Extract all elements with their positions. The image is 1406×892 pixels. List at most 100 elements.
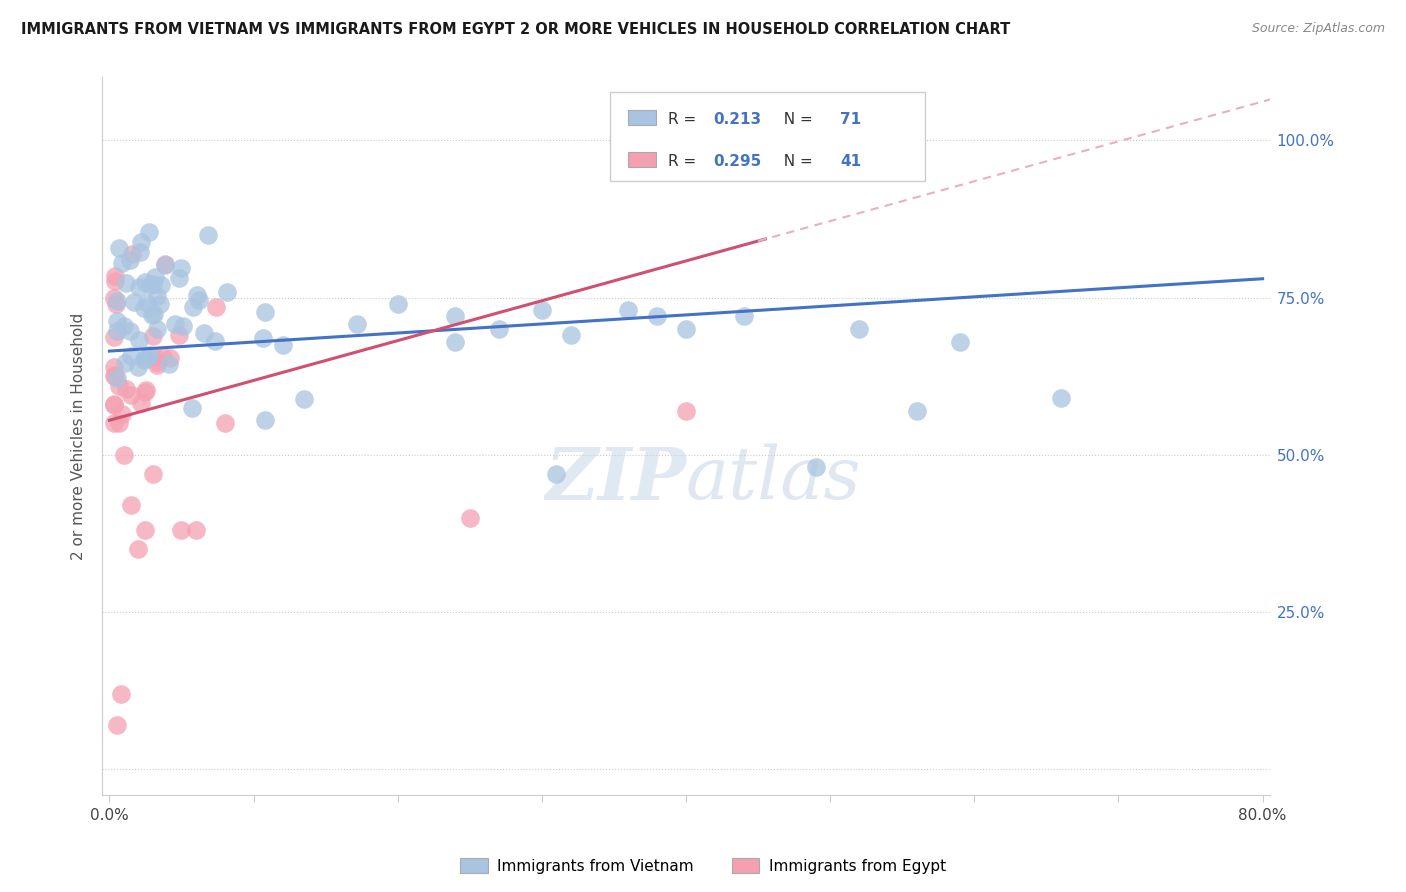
- FancyBboxPatch shape: [610, 92, 925, 181]
- Point: [129, 396, 152, 410]
- Point: [193, 326, 215, 340]
- Point: [458, 510, 481, 524]
- Point: [181, 300, 204, 314]
- Point: [142, 277, 165, 292]
- Point: [105, 718, 128, 732]
- Point: [121, 246, 143, 260]
- Point: [184, 524, 207, 538]
- Point: [153, 258, 176, 272]
- Point: [155, 257, 177, 271]
- Text: 41: 41: [841, 154, 862, 169]
- Point: [104, 297, 127, 311]
- Point: [103, 396, 125, 410]
- Point: [110, 687, 132, 701]
- Point: [135, 383, 157, 397]
- Text: IMMIGRANTS FROM VIETNAM VS IMMIGRANTS FROM EGYPT 2 OR MORE VEHICLES IN HOUSEHOLD: IMMIGRANTS FROM VIETNAM VS IMMIGRANTS FR…: [21, 22, 1011, 37]
- Point: [127, 359, 149, 374]
- Point: [120, 388, 142, 402]
- Point: [138, 348, 160, 362]
- Point: [145, 351, 167, 365]
- Point: [444, 334, 467, 349]
- Point: [142, 467, 165, 481]
- Point: [186, 287, 208, 301]
- Y-axis label: 2 or more Vehicles in Household: 2 or more Vehicles in Household: [72, 312, 86, 559]
- Point: [143, 307, 166, 321]
- Text: R =: R =: [668, 154, 702, 169]
- Point: [167, 270, 190, 285]
- Point: [134, 384, 156, 399]
- Point: [163, 318, 186, 332]
- Text: 0.213: 0.213: [713, 112, 761, 128]
- Point: [905, 404, 928, 418]
- Point: [444, 310, 467, 324]
- Point: [617, 303, 640, 318]
- Point: [134, 275, 156, 289]
- Point: [135, 296, 157, 310]
- Point: [120, 498, 142, 512]
- Point: [132, 301, 155, 315]
- Point: [108, 379, 131, 393]
- Point: [104, 368, 127, 382]
- Point: [141, 308, 163, 322]
- Point: [104, 269, 127, 284]
- FancyBboxPatch shape: [627, 152, 655, 167]
- Point: [121, 350, 143, 364]
- Point: [134, 351, 156, 366]
- Text: Source: ZipAtlas.com: Source: ZipAtlas.com: [1251, 22, 1385, 36]
- Point: [103, 368, 125, 383]
- Point: [127, 542, 149, 557]
- Point: [129, 235, 152, 249]
- Point: [146, 355, 169, 369]
- Point: [1049, 391, 1071, 405]
- Point: [138, 225, 160, 239]
- Point: [103, 330, 125, 344]
- Point: [172, 319, 194, 334]
- Point: [949, 334, 972, 349]
- Text: R =: R =: [668, 112, 702, 128]
- Point: [848, 322, 870, 336]
- Point: [170, 260, 193, 275]
- Point: [346, 318, 368, 332]
- FancyBboxPatch shape: [627, 110, 655, 125]
- Text: N =: N =: [773, 154, 817, 169]
- Point: [157, 357, 180, 371]
- Text: N =: N =: [773, 112, 817, 128]
- Point: [197, 227, 219, 242]
- Point: [120, 324, 142, 338]
- Point: [107, 241, 129, 255]
- Point: [105, 324, 128, 338]
- Text: 0.295: 0.295: [713, 154, 761, 169]
- Point: [733, 310, 755, 324]
- Text: ZIP: ZIP: [546, 443, 686, 515]
- Point: [128, 334, 150, 348]
- Point: [252, 330, 274, 344]
- Point: [134, 524, 156, 538]
- Point: [146, 322, 169, 336]
- Point: [488, 322, 510, 336]
- Point: [112, 318, 135, 333]
- Point: [804, 460, 827, 475]
- Point: [139, 278, 162, 293]
- Point: [142, 328, 165, 343]
- Point: [675, 322, 697, 336]
- Point: [180, 401, 202, 415]
- Point: [138, 351, 160, 365]
- Point: [118, 253, 141, 268]
- Point: [546, 467, 568, 481]
- Point: [254, 305, 277, 319]
- Point: [122, 294, 145, 309]
- Point: [103, 360, 125, 375]
- Point: [292, 392, 315, 406]
- Point: [128, 244, 150, 259]
- Point: [111, 408, 134, 422]
- Point: [115, 382, 138, 396]
- Point: [152, 350, 174, 364]
- Point: [103, 398, 125, 412]
- Point: [530, 303, 553, 318]
- Point: [560, 328, 582, 343]
- Point: [188, 293, 211, 307]
- Point: [114, 356, 136, 370]
- Point: [170, 524, 193, 538]
- Point: [205, 300, 228, 314]
- Point: [107, 417, 129, 431]
